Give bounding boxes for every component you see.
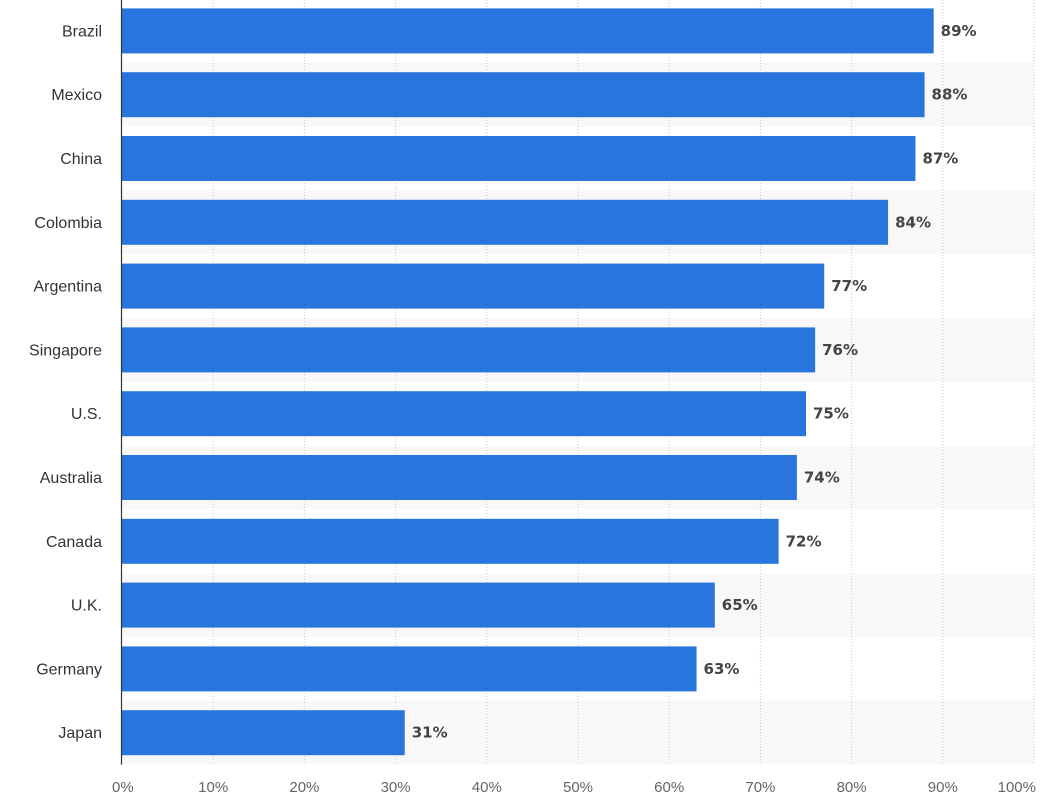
category-labels: Brazil Mexico China Colombia Argentina Singap… xyxy=(29,23,102,742)
value-label: 87% xyxy=(922,150,958,168)
value-label: 88% xyxy=(932,86,968,104)
x-axis-ticks: 0% 10% 20% 30% 40% 50% 60% 70% 80% 90% 100% xyxy=(112,779,1036,796)
value-label: 63% xyxy=(704,660,740,678)
bar xyxy=(122,327,816,373)
x-tick-label: 60% xyxy=(654,779,684,796)
bar xyxy=(122,646,697,692)
value-label: 31% xyxy=(412,724,448,742)
bar xyxy=(122,263,825,309)
x-tick-label: 100% xyxy=(998,779,1036,796)
bar xyxy=(122,8,934,54)
bar xyxy=(122,391,806,437)
category-label: U.K. xyxy=(71,598,102,615)
value-label: 76% xyxy=(822,341,858,359)
bar xyxy=(122,518,779,564)
value-label: 77% xyxy=(831,277,867,295)
bar xyxy=(122,455,797,500)
value-label: 72% xyxy=(786,532,822,550)
value-label: 75% xyxy=(813,405,849,423)
bar xyxy=(122,136,916,181)
category-label: Mexico xyxy=(51,87,102,104)
category-label: Australia xyxy=(40,470,102,487)
category-label: Germany xyxy=(36,661,102,678)
bar xyxy=(122,199,889,245)
x-tick-label: 70% xyxy=(745,779,775,796)
x-tick-label: 30% xyxy=(381,779,411,796)
category-label: Brazil xyxy=(62,23,102,40)
value-label: 84% xyxy=(895,213,931,231)
category-label: Canada xyxy=(46,534,102,551)
x-tick-label: 0% xyxy=(112,779,134,796)
bars xyxy=(122,8,934,756)
x-tick-label: 80% xyxy=(837,779,867,796)
bar xyxy=(122,72,925,118)
category-label: U.S. xyxy=(71,406,102,423)
category-label: Colombia xyxy=(34,215,102,232)
category-label: Japan xyxy=(58,725,102,742)
bar xyxy=(122,582,715,628)
x-tick-label: 20% xyxy=(289,779,319,796)
x-tick-label: 90% xyxy=(928,779,958,796)
bar xyxy=(122,710,405,756)
x-tick-label: 50% xyxy=(563,779,593,796)
value-label: 89% xyxy=(941,22,977,40)
value-label: 65% xyxy=(722,596,758,614)
category-label: Argentina xyxy=(34,279,103,296)
x-tick-label: 40% xyxy=(472,779,502,796)
category-label: Singapore xyxy=(29,342,102,359)
x-tick-label: 10% xyxy=(198,779,228,796)
value-labels: 89% 88% 87% 84% 77% 76% 75% 74% 72% 65% 63% 31% xyxy=(412,22,977,742)
category-label: China xyxy=(60,151,102,168)
value-label: 74% xyxy=(804,469,840,487)
